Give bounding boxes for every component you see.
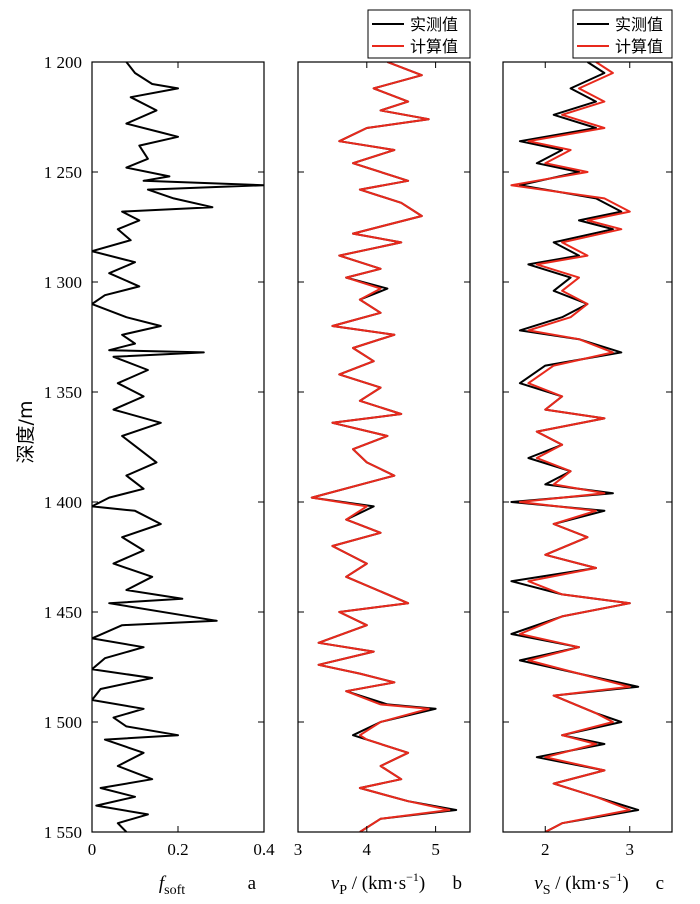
y-tick-label: 1 550 — [44, 823, 82, 842]
y-tick-label: 1 400 — [44, 493, 82, 512]
legend-box — [572, 9, 673, 59]
x-tick-label: 3 — [626, 840, 635, 859]
legend-label: 计算值 — [410, 37, 458, 56]
x-tick-label: 0.2 — [167, 840, 188, 859]
y-tick-label: 1 450 — [44, 603, 82, 622]
series-line-fsoft — [92, 62, 264, 832]
series-line-calculated — [310, 62, 451, 832]
series-line-measured — [310, 62, 458, 832]
x-tick-label: 0.4 — [253, 840, 275, 859]
panel-a-fsoft: 0 0.2 0.4 fsoft a — [88, 61, 275, 898]
legend-label: 计算值 — [615, 37, 663, 56]
y-tick-label: 1 300 — [44, 273, 82, 292]
panel-letter: b — [453, 873, 463, 894]
series-line-measured — [510, 62, 640, 832]
legend-label: 实测值 — [615, 15, 663, 34]
x-axis-label: vP / (km·s−1) — [331, 870, 425, 898]
x-tick-label: 4 — [363, 840, 372, 859]
y-axis-label: 深度/m — [15, 401, 37, 464]
plot-frame — [502, 61, 673, 833]
panel-letter: c — [656, 873, 664, 894]
x-tick-label: 2 — [541, 840, 550, 859]
y-tick-label: 1 200 — [44, 53, 82, 72]
y-tick-label: 1 500 — [44, 713, 82, 732]
legend-label: 实测值 — [410, 15, 458, 34]
panel-letter: a — [248, 873, 257, 894]
series-line-calculated — [510, 62, 631, 832]
plot-frame — [297, 61, 471, 833]
x-axis-label: vS / (km·s−1) — [534, 870, 628, 898]
legend-box — [367, 9, 471, 59]
y-tick-label: 1 350 — [44, 383, 82, 402]
x-tick-label: 5 — [431, 840, 440, 859]
x-axis-label: fsoft — [159, 873, 185, 898]
y-tick-labels: 1 200 1 250 1 300 1 350 1 400 1 450 1 500 1 550 — [44, 53, 82, 842]
x-tick-label: 0 — [88, 840, 97, 859]
y-tick-label: 1 250 — [44, 163, 82, 182]
x-tick-label: 3 — [294, 840, 303, 859]
